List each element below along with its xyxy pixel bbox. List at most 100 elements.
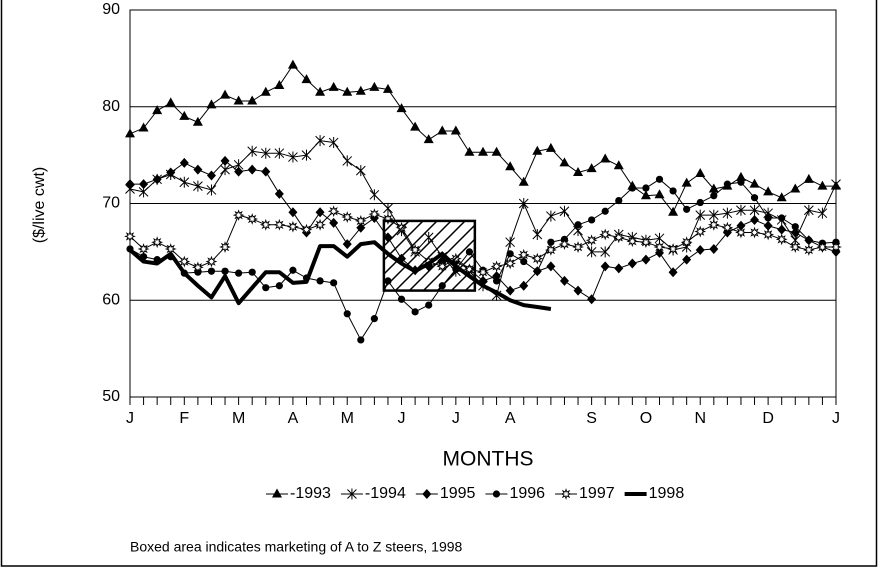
data-point: [260, 86, 271, 96]
data-point: [354, 215, 367, 227]
data-point: [532, 228, 543, 240]
legend-item: -1993: [266, 485, 331, 502]
data-point: [504, 257, 517, 270]
data-point: [736, 220, 746, 231]
data-point: [545, 142, 556, 152]
y-tick-label: 60: [102, 291, 120, 308]
data-point: [369, 81, 380, 91]
data-point: [179, 157, 189, 168]
data-point: [505, 161, 516, 171]
data-point: [234, 166, 244, 177]
data-point: [505, 236, 516, 248]
data-point: [721, 221, 734, 234]
x-tick-label: N: [694, 410, 706, 427]
data-point: [315, 86, 326, 96]
data-point: [206, 184, 217, 196]
data-point: [315, 135, 325, 147]
data-point: [356, 222, 366, 233]
data-point: [518, 198, 529, 209]
data-point: [519, 280, 529, 291]
data-point: [166, 167, 176, 178]
data-point: [355, 165, 366, 177]
data-point: [588, 216, 596, 224]
data-point: [505, 285, 515, 296]
data-point: [287, 59, 298, 69]
data-point: [342, 239, 352, 250]
data-point: [425, 301, 433, 309]
data-point: [627, 258, 637, 269]
legend-item: -1994: [340, 485, 406, 502]
legend-item: 1995: [415, 485, 476, 502]
data-point: [585, 234, 598, 247]
data-point: [573, 285, 583, 296]
legend-marker: [560, 488, 572, 500]
data-point: [179, 176, 190, 188]
data-point: [490, 260, 503, 273]
data-point: [450, 125, 461, 135]
data-point: [437, 125, 448, 135]
x-tick-label: J: [126, 410, 134, 427]
data-point: [750, 194, 759, 202]
data-point: [383, 202, 393, 214]
data-point: [206, 99, 217, 109]
data-point: [288, 151, 298, 163]
legend-label: 1995: [440, 485, 476, 502]
series-line: [129, 210, 836, 273]
data-point: [708, 209, 719, 221]
x-tick-label: A: [288, 410, 299, 427]
data-point: [599, 228, 612, 241]
data-point: [491, 146, 502, 156]
data-point: [329, 217, 339, 228]
legend-label: 1997: [579, 485, 615, 502]
data-point: [341, 211, 354, 223]
data-point: [220, 89, 231, 99]
data-point: [330, 279, 338, 287]
data-point: [708, 183, 719, 193]
data-point: [559, 157, 570, 167]
data-point: [247, 95, 258, 105]
data-point: [300, 223, 313, 236]
data-point: [817, 180, 828, 190]
y-tick-label: 70: [102, 195, 120, 212]
x-tick-label: O: [640, 410, 652, 427]
data-point: [601, 207, 609, 215]
data-point: [205, 255, 218, 268]
data-point: [314, 218, 326, 231]
data-point: [301, 149, 312, 161]
data-point: [151, 236, 164, 249]
legend-item: 1996: [485, 485, 545, 502]
x-tick-label: J: [832, 410, 840, 427]
data-point: [261, 166, 271, 177]
data-point: [762, 228, 775, 241]
data-point: [640, 190, 651, 200]
data-point: [247, 164, 257, 175]
legend-label: 1998: [649, 485, 685, 502]
data-point: [653, 241, 666, 253]
data-point: [370, 315, 378, 323]
data-point: [574, 221, 582, 229]
data-point: [559, 275, 569, 286]
data-point: [219, 241, 231, 253]
data-point: [517, 248, 530, 261]
legend-label: -1994: [365, 485, 406, 502]
data-point: [655, 175, 664, 183]
data-point: [600, 153, 611, 163]
data-point: [558, 238, 571, 251]
data-point: [707, 218, 720, 231]
data-point: [531, 252, 544, 265]
data-point: [680, 236, 693, 249]
data-point: [506, 250, 514, 258]
data-point: [805, 236, 813, 244]
data-point: [492, 277, 501, 285]
data-point: [179, 110, 190, 120]
data-point: [152, 174, 162, 185]
data-point: [193, 180, 203, 192]
data-point: [546, 261, 556, 272]
legend-marker: [272, 488, 282, 498]
data-point: [396, 103, 407, 113]
data-point: [275, 282, 283, 290]
data-point: [259, 218, 272, 231]
data-point: [817, 207, 828, 219]
data-point: [763, 220, 773, 231]
data-point: [789, 241, 802, 253]
